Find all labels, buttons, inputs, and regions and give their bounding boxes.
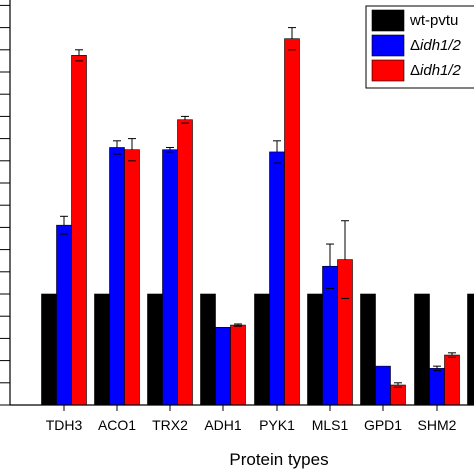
legend: wt-pvtu Δidh1/2 Δidh1/2 xyxy=(365,5,474,89)
bar-gpd1-series-1 xyxy=(360,293,376,406)
x-tick-label-shm2: SHM2 xyxy=(418,417,457,433)
bar-adh1-series-1 xyxy=(200,293,216,406)
error-bar-adh1-series-3 xyxy=(234,323,242,327)
x-axis-title: Protein types xyxy=(229,450,328,469)
error-bar-tdh3-series-2 xyxy=(60,215,68,235)
error-bar-pyk1-series-3 xyxy=(288,27,296,51)
error-bar-trx2-series-2 xyxy=(166,146,174,153)
bar-aco1-series-3 xyxy=(124,149,140,406)
bar-gpd1-series-2 xyxy=(375,365,391,406)
error-bar-shm2-series-3 xyxy=(448,352,456,358)
x-tick-label-adh1: ADH1 xyxy=(204,417,242,433)
bar-tdh3-series-1 xyxy=(41,293,57,406)
bar-tdh3-series-2 xyxy=(56,224,72,406)
legend-swatch-3 xyxy=(371,59,405,82)
bar-adh1-series-3 xyxy=(230,324,246,406)
bars-layer xyxy=(41,27,474,406)
bar-mls1-series-3 xyxy=(337,259,353,406)
bar-pyk1-series-2 xyxy=(269,151,285,406)
error-bar-aco1-series-2 xyxy=(113,140,121,155)
x-tick-label-mls1: MLS1 xyxy=(312,417,349,433)
bar-trx2-series-1 xyxy=(147,293,163,406)
bar-trx2-series-3 xyxy=(177,119,193,406)
bar-aco1-series-1 xyxy=(94,293,110,406)
bar-adh1-series-2 xyxy=(215,326,231,406)
error-bar-shm2-series-2 xyxy=(433,365,441,372)
bar-pyk1-series-3 xyxy=(284,38,300,406)
x-tick-label-gpd1: GPD1 xyxy=(364,417,402,433)
x-tick-label-aco1: ACO1 xyxy=(98,417,136,433)
x-tick-label-trx2: TRX2 xyxy=(152,417,188,433)
bar-shm2-series-3 xyxy=(444,354,460,406)
error-bar-trx2-series-3 xyxy=(181,115,189,124)
x-tick-label-tdh3: TDH3 xyxy=(46,417,83,433)
error-bar-aco1-series-3 xyxy=(128,138,136,162)
bar-aco1-series-2 xyxy=(109,147,125,406)
legend-label-1: wt-pvtu xyxy=(409,12,458,29)
bar-s-series-1 xyxy=(467,293,474,406)
error-bar-pyk1-series-2 xyxy=(273,140,281,164)
bar-tdh3-series-3 xyxy=(71,55,87,406)
bar-pyk1-series-1 xyxy=(254,293,270,406)
bar-mls1-series-2 xyxy=(322,265,338,406)
bar-shm2-series-1 xyxy=(414,293,430,406)
legend-swatch-2 xyxy=(371,34,405,57)
legend-swatch-1 xyxy=(371,9,405,32)
x-tick-label-pyk1: PYK1 xyxy=(259,417,295,433)
bar-trx2-series-2 xyxy=(162,149,178,406)
error-bar-tdh3-series-3 xyxy=(75,49,83,62)
axes-layer: TDH3ACO1TRX2ADH1PYK1MLS1GPD1SHM2S xyxy=(0,0,474,433)
error-bar-mls1-series-3 xyxy=(341,220,349,299)
error-bar-mls1-series-2 xyxy=(326,243,334,289)
bar-gpd1-series-3 xyxy=(390,384,406,406)
bar-mls1-series-1 xyxy=(307,293,323,406)
legend-label-2: Δidh1/2 xyxy=(410,37,462,54)
bar-shm2-series-2 xyxy=(429,368,445,406)
legend-label-3: Δidh1/2 xyxy=(410,62,462,79)
error-bar-gpd1-series-3 xyxy=(394,382,402,388)
